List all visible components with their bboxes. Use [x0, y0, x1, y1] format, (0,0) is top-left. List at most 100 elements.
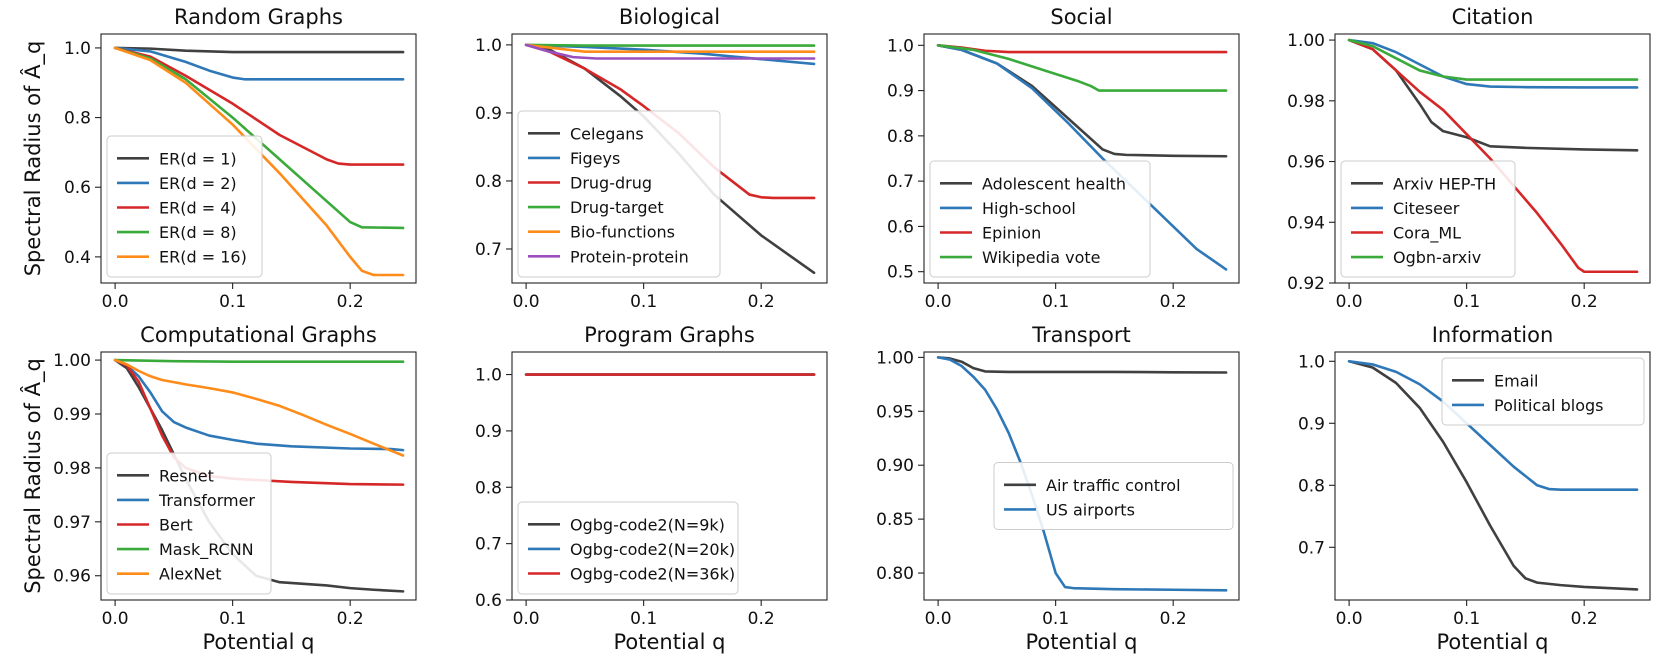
y-tick-label: 0.8	[1298, 476, 1325, 496]
legend-entry: Wikipedia vote	[982, 248, 1101, 267]
x-tick-label: 0.0	[102, 292, 129, 312]
y-tick-label: 1.0	[475, 36, 502, 56]
x-tick-label: 0.1	[219, 292, 246, 312]
y-tick-label: 1.0	[887, 36, 914, 56]
legend: Adolescent health High-school Epinion Wikip…	[929, 160, 1151, 278]
plot-frame	[100, 351, 417, 601]
y-tick-label: 1.00	[876, 348, 914, 368]
series-line-bio-functions	[524, 43, 816, 53]
legend-entry: Drug-drug	[570, 174, 652, 193]
legend-box	[106, 452, 272, 595]
y-tick-label: 0.8	[887, 127, 914, 147]
y-tick-label: 0.7	[1298, 538, 1325, 558]
legend-entry: Ogbg-code2(N=9k)	[570, 515, 725, 534]
legend-entry: Epinion	[982, 224, 1041, 243]
x-tick-label: 0.2	[1571, 292, 1598, 312]
y-tick-label: 0.9	[1298, 414, 1325, 434]
series-line-drug-target	[524, 43, 816, 47]
series-line-citeseer	[1347, 38, 1639, 89]
legend-entry: Bio-functions	[570, 223, 675, 242]
plot-frame	[511, 351, 828, 601]
x-axis-label: Potential q	[1436, 630, 1548, 654]
y-tick-label: 0.9	[475, 422, 502, 442]
legend-box	[517, 110, 721, 278]
legend: Celegans Figeys Drug-drug Drug-target Bio-fu…	[517, 110, 721, 278]
x-tick-label: 0.0	[513, 292, 540, 312]
x-axis-label: Potential q	[202, 630, 314, 654]
y-tick-label: 0.8	[475, 478, 502, 498]
y-tick-label: 0.8	[475, 172, 502, 192]
legend-entry: Ogbg-code2(N=20k)	[570, 540, 735, 559]
plot-frame	[511, 33, 828, 284]
x-axis-label: Potential q	[613, 630, 725, 654]
series-line-er-d-4	[113, 46, 405, 166]
panel-citation: 0.0 0.1 0.2 0.92 0.94 0.96 0.98 1.00 Citation Arx…	[1287, 5, 1651, 312]
x-tick-label: 0.2	[748, 292, 775, 312]
y-tick-label: 0.98	[53, 459, 91, 479]
y-axis-label: Spectral Radius of Â_q	[20, 358, 46, 594]
legend: ER(d = 1) ER(d = 2) ER(d = 4) ER(d = 8) ER(d…	[106, 135, 263, 278]
series-line-adolescent-health	[936, 44, 1228, 158]
chart-title: Social	[1050, 5, 1112, 29]
y-tick-label: 1.00	[1287, 31, 1325, 51]
chart-title: Computational Graphs	[140, 323, 377, 347]
legend-box	[1340, 160, 1516, 278]
x-tick-label: 0.1	[1042, 609, 1069, 629]
chart-title: Biological	[619, 5, 720, 29]
x-axis-label: Potential q	[1025, 630, 1137, 654]
chart-title: Transport	[1031, 323, 1131, 347]
legend-entry: Celegans	[570, 124, 644, 143]
y-tick-label: 0.80	[876, 564, 914, 584]
legend-entry: Figeys	[570, 149, 620, 168]
series-line-er-d-8	[113, 46, 405, 230]
legend-entry: Resnet	[159, 466, 214, 485]
panel-information: 0.0 0.1 0.2 0.7 0.8 0.9 1.0 Information Potentia…	[1298, 323, 1651, 654]
legend-entry: ER(d = 2)	[159, 174, 237, 193]
y-tick-label: 0.5	[887, 263, 914, 283]
chart-title: Program Graphs	[584, 323, 755, 347]
legend-box	[929, 160, 1151, 278]
y-tick-label: 0.92	[1287, 274, 1325, 294]
series-line-alexnet	[113, 358, 405, 457]
plot-frame	[1334, 351, 1651, 601]
legend-box	[993, 462, 1234, 530]
y-tick-label: 0.9	[887, 82, 914, 102]
x-tick-label: 0.1	[219, 609, 246, 629]
legend-entry: Transformer	[158, 491, 255, 510]
x-tick-label: 0.2	[1571, 609, 1598, 629]
chart-title: Citation	[1452, 5, 1534, 29]
series-line-er-d-16	[113, 46, 405, 277]
legend-entry: ER(d = 8)	[159, 223, 237, 242]
y-tick-label: 1.00	[53, 351, 91, 371]
chart-title: Information	[1432, 323, 1554, 347]
series-line-cora-ml	[1347, 38, 1639, 274]
x-tick-label: 0.2	[337, 609, 364, 629]
legend-entry: Air traffic control	[1046, 476, 1181, 495]
y-tick-label: 0.7	[475, 240, 502, 260]
legend: Ogbg-code2(N=9k) Ogbg-code2(N=20k) Ogbg-co…	[517, 501, 739, 595]
x-tick-label: 0.2	[1160, 609, 1187, 629]
plot-frame	[1334, 33, 1651, 284]
legend: Resnet Transformer Bert Mask_RCNN AlexNet	[106, 452, 272, 595]
x-tick-label: 0.0	[513, 609, 540, 629]
legend-entry: Drug-target	[570, 198, 664, 217]
x-tick-label: 0.0	[1336, 292, 1363, 312]
legend-entry: Protein-protein	[570, 247, 689, 266]
panel-computational-graphs: 0.0 0.1 0.2 0.96 0.97 0.98 0.99 1.00 Computation…	[20, 323, 417, 654]
series-line-email	[1347, 359, 1639, 591]
legend-entry: Political blogs	[1494, 396, 1604, 415]
chart-title: Random Graphs	[174, 5, 343, 29]
x-tick-label: 0.0	[925, 609, 952, 629]
y-tick-label: 0.8	[64, 109, 91, 129]
legend-entry: Arxiv HEP-TH	[1393, 174, 1496, 193]
y-tick-label: 1.0	[1298, 352, 1325, 372]
series-line-high-school	[936, 44, 1228, 271]
series-line-air-traffic-control	[936, 356, 1228, 374]
legend-entry: US airports	[1046, 500, 1135, 519]
series-line-ogbn-arxiv	[1347, 38, 1639, 81]
y-tick-label: 0.90	[876, 456, 914, 476]
y-tick-label: 0.4	[64, 248, 91, 268]
series-line-er-d-2	[113, 46, 405, 81]
series-line-political-blogs	[1347, 359, 1639, 491]
panel-transport: 0.0 0.1 0.2 0.80 0.85 0.90 0.95 1.00 Transport Po…	[876, 323, 1240, 654]
